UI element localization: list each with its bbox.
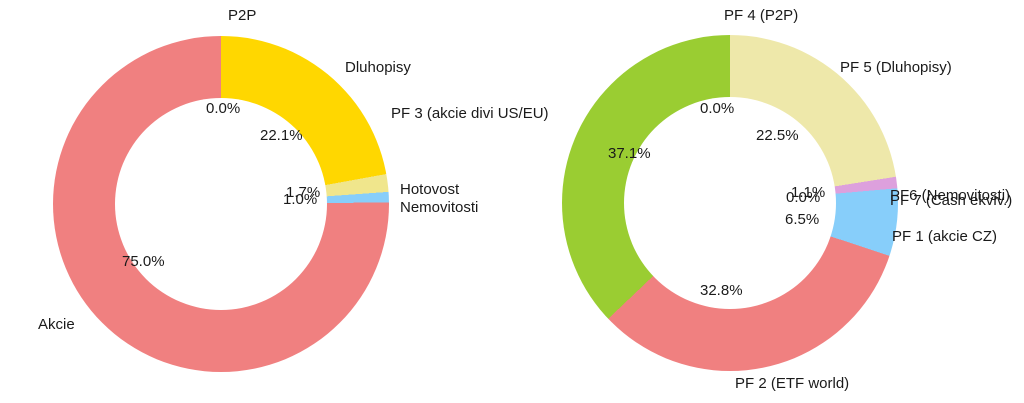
slice-label-pf6: PF6 (Nemovitosti) — [890, 187, 1011, 204]
slice-pct-dluhopisy: 22.1% — [260, 127, 303, 144]
slice-pct-nemovitosti: 1.0% — [283, 191, 318, 208]
slice-label-nemovitosti: Nemovitosti — [400, 199, 479, 216]
slice-pct-pf7: 0.0% — [786, 189, 821, 206]
slice-pct-pf2: 32.8% — [700, 282, 743, 299]
slice-pct-pf1: 6.5% — [785, 211, 820, 228]
slice-pct-hotovost: 1.7% — [286, 184, 321, 201]
slice-pct-pf3: 37.1% — [608, 145, 651, 162]
slice-label-akcie: Akcie — [38, 316, 75, 333]
slice-pct-p2p: 0.0% — [206, 100, 241, 117]
slice-label-pf7: PF 7 (Cash ekviv.) — [890, 192, 1013, 209]
slice-label-p2p: P2P — [228, 7, 257, 24]
slice-pct-pf4: 0.0% — [700, 100, 735, 117]
slice-label-hotovost: Hotovost — [400, 181, 460, 198]
slice-pct-akcie: 75.0% — [122, 253, 165, 270]
slice-pct-pf6: 1.1% — [791, 184, 826, 201]
slice-label-pf2: PF 2 (ETF world) — [735, 375, 850, 392]
slice-label-pf5: PF 5 (Dluhopisy) — [840, 59, 952, 76]
slice-label-pf4: PF 4 (P2P) — [724, 7, 799, 24]
slice-label-dluhopisy: Dluhopisy — [345, 59, 411, 76]
slice-label-pf3: PF 3 (akcie divi US/EU) — [391, 105, 549, 122]
donut-chart-asset-classes — [53, 36, 389, 372]
donut-chart-portfolios — [562, 35, 898, 371]
slice-label-pf1: PF 1 (akcie CZ) — [892, 228, 998, 245]
slice-pct-pf5: 22.5% — [756, 127, 799, 144]
